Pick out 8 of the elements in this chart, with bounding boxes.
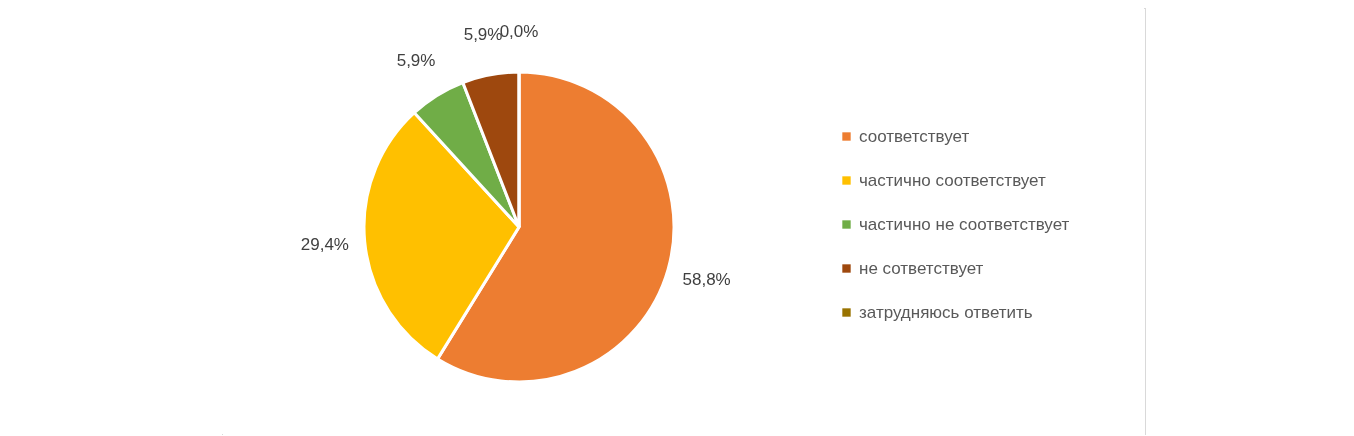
- legend-label: соответствует: [859, 126, 970, 146]
- legend-label: не сответствует: [859, 258, 984, 278]
- data-label: 5,9%: [396, 51, 436, 71]
- data-label: 58,8%: [682, 270, 731, 290]
- legend-label: частично соответствует: [859, 170, 1046, 190]
- legend-label: частично не соответствует: [859, 214, 1070, 234]
- legend-label: затрудняюсь ответить: [859, 302, 1033, 322]
- data-label: 29,4%: [300, 235, 349, 255]
